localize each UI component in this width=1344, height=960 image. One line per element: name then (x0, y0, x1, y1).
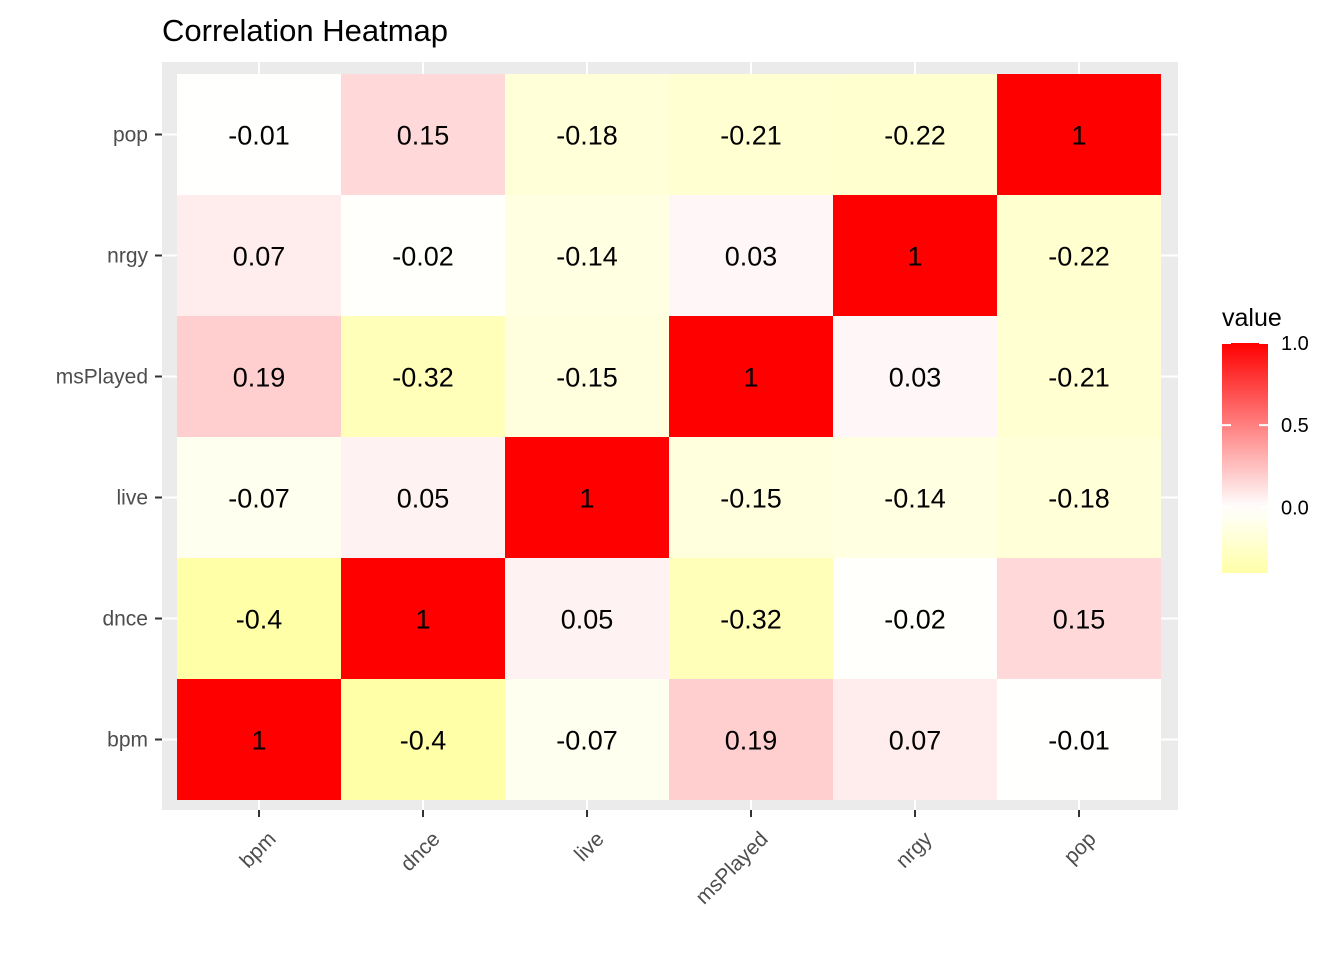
legend-label-1: 0.5 (1281, 415, 1309, 437)
cell-label-msPlayed-msPlayed: 1 (743, 363, 758, 393)
heatmap-cell-bpm-dnce (341, 679, 505, 800)
y-tick-label-nrgy: nrgy (107, 245, 148, 268)
heatmap-cell-live-msPlayed (669, 437, 833, 558)
y-tick-label-live: live (116, 487, 148, 510)
heatmap-cell-bpm-nrgy (833, 679, 997, 800)
cell-label-dnce-live: 0.05 (561, 605, 614, 635)
cell-label-nrgy-live: -0.14 (556, 242, 618, 272)
y-tick-label-dnce: dnce (102, 608, 148, 631)
heatmap-cell-msPlayed-bpm (177, 316, 341, 437)
x-tick-label-dnce: dnce (396, 827, 444, 875)
heatmap-cell-live-dnce (341, 437, 505, 558)
x-tick-label-msPlayed: msPlayed (691, 827, 772, 908)
cell-label-bpm-bpm: 1 (251, 726, 266, 756)
heatmap-cell-live-nrgy (833, 437, 997, 558)
cell-label-live-live: 1 (579, 484, 594, 514)
heatmap-cell-bpm-pop (997, 679, 1161, 800)
y-tick-label-msPlayed: msPlayed (56, 366, 148, 389)
cell-label-bpm-msPlayed: 0.19 (725, 726, 778, 756)
cell-label-msPlayed-bpm: 0.19 (233, 363, 286, 393)
cell-label-live-msPlayed: -0.15 (720, 484, 782, 514)
heatmap-cell-live-pop (997, 437, 1161, 558)
heatmap-cell-dnce-live (505, 558, 669, 679)
heatmap-cell-nrgy-pop (997, 195, 1161, 316)
heatmap-cell-pop-nrgy (833, 74, 997, 195)
cell-label-dnce-dnce: 1 (415, 605, 430, 635)
cell-label-nrgy-bpm: 0.07 (233, 242, 286, 272)
heatmap-cells (177, 74, 1161, 800)
legend-ticks: 1.0 0.5 0.0 (1222, 333, 1309, 519)
cell-label-pop-dnce: 0.15 (397, 121, 450, 151)
cell-label-msPlayed-dnce: -0.32 (392, 363, 454, 393)
heatmap-cell-nrgy-msPlayed (669, 195, 833, 316)
heatmap-cell-pop-dnce (341, 74, 505, 195)
heatmap-cell-pop-pop (997, 74, 1161, 195)
heatmap-cell-nrgy-nrgy (833, 195, 997, 316)
heatmap-cell-msPlayed-nrgy (833, 316, 997, 437)
cell-labels: 1 -0.4 -0.07 0.19 0.07 -0.01 -0.4 1 0.05 -0.32 -0.… (228, 121, 1110, 756)
cell-label-bpm-pop: -0.01 (1048, 726, 1110, 756)
legend-label-0: 1.0 (1281, 333, 1309, 355)
cell-label-msPlayed-pop: -0.21 (1048, 363, 1110, 393)
cell-label-bpm-live: -0.07 (556, 726, 618, 756)
cell-label-live-nrgy: -0.14 (884, 484, 946, 514)
heatmap-cell-bpm-bpm (177, 679, 341, 800)
cell-label-dnce-nrgy: -0.02 (884, 605, 946, 635)
legend-color-bar (1222, 343, 1268, 573)
heatmap-cell-dnce-bpm (177, 558, 341, 679)
cell-label-msPlayed-nrgy: 0.03 (889, 363, 942, 393)
cell-label-pop-bpm: -0.01 (228, 121, 290, 151)
cell-label-live-dnce: 0.05 (397, 484, 450, 514)
cell-label-pop-live: -0.18 (556, 121, 618, 151)
heatmap-cell-dnce-pop (997, 558, 1161, 679)
cell-label-nrgy-msPlayed: 0.03 (725, 242, 778, 272)
cell-label-msPlayed-live: -0.15 (556, 363, 618, 393)
heatmap-cell-pop-bpm (177, 74, 341, 195)
x-tick-label-pop: pop (1060, 827, 1101, 868)
heatmap-cell-msPlayed-dnce (341, 316, 505, 437)
cell-label-nrgy-pop: -0.22 (1048, 242, 1110, 272)
y-tick-label-bpm: bpm (107, 729, 148, 752)
cell-label-pop-nrgy: -0.22 (884, 121, 946, 151)
heatmap-cell-dnce-dnce (341, 558, 505, 679)
x-tick-label-bpm: bpm (236, 827, 281, 872)
cell-label-pop-msPlayed: -0.21 (720, 121, 782, 151)
y-axis: bpm dnce live msPlayed nrgy pop (56, 124, 162, 752)
cell-label-dnce-pop: 0.15 (1053, 605, 1106, 635)
cell-label-pop-pop: 1 (1071, 121, 1086, 151)
cell-label-dnce-msPlayed: -0.32 (720, 605, 782, 635)
y-tick-label-pop: pop (113, 124, 148, 147)
heatmap-cell-msPlayed-pop (997, 316, 1161, 437)
cell-label-bpm-dnce: -0.4 (400, 726, 447, 756)
heatmap-cell-msPlayed-live (505, 316, 669, 437)
heatmap-cell-live-live (505, 437, 669, 558)
cell-label-dnce-bpm: -0.4 (236, 605, 283, 635)
heatmap-cell-pop-live (505, 74, 669, 195)
legend-label-2: 0.0 (1281, 497, 1309, 519)
cell-label-live-bpm: -0.07 (228, 484, 290, 514)
legend-title: value (1222, 304, 1282, 332)
heatmap-cell-bpm-msPlayed (669, 679, 833, 800)
x-tick-label-live: live (570, 827, 609, 866)
heatmap-cell-nrgy-live (505, 195, 669, 316)
heatmap-cell-dnce-nrgy (833, 558, 997, 679)
heatmap-cell-nrgy-bpm (177, 195, 341, 316)
cell-label-nrgy-nrgy: 1 (907, 242, 922, 272)
cell-label-live-pop: -0.18 (1048, 484, 1110, 514)
heatmap-cell-live-bpm (177, 437, 341, 558)
heatmap-cell-dnce-msPlayed (669, 558, 833, 679)
heatmap-cell-msPlayed-msPlayed (669, 316, 833, 437)
chart-title: Correlation Heatmap (162, 13, 448, 48)
cell-label-nrgy-dnce: -0.02 (392, 242, 454, 272)
heatmap-cell-pop-msPlayed (669, 74, 833, 195)
cell-label-bpm-nrgy: 0.07 (889, 726, 942, 756)
heatmap-cell-nrgy-dnce (341, 195, 505, 316)
heatmap-cell-bpm-live (505, 679, 669, 800)
x-tick-label-nrgy: nrgy (892, 827, 938, 873)
color-legend: value 1.0 0.5 0.0 (1222, 304, 1309, 573)
x-axis: bpm dnce live msPlayed nrgy pop (236, 810, 1101, 909)
